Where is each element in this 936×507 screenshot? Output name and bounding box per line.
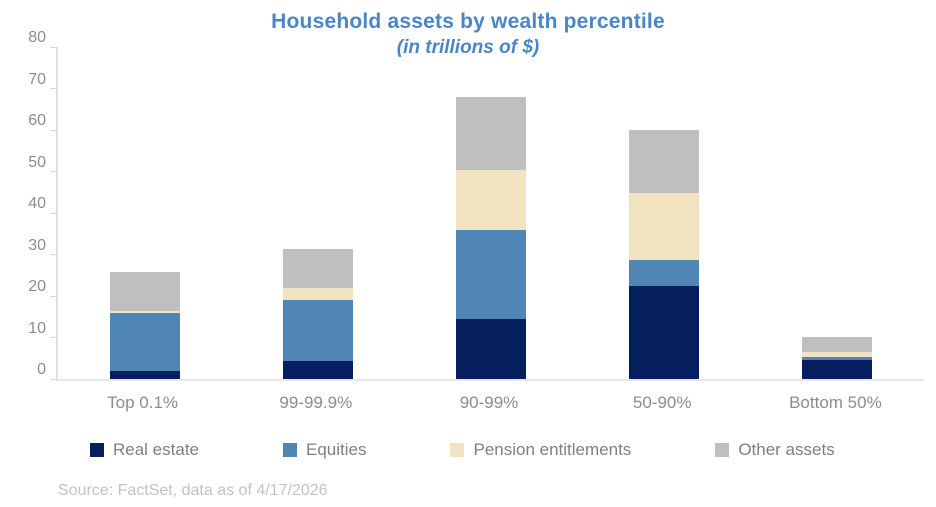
bar-segment: [456, 170, 526, 230]
y-axis-tick-label: 30: [28, 236, 46, 254]
bar-segment: [802, 359, 873, 379]
bar-segment: [629, 259, 700, 287]
legend: Real estate Equities Pension entitlements O…: [90, 440, 919, 460]
plot-area: 0 10 20 30 40 50 60 70 80: [28, 29, 924, 381]
bar-segment: [109, 370, 180, 379]
bar-segment: [456, 229, 526, 319]
legend-label: Other assets: [738, 440, 835, 459]
x-axis-label: Top 0.1%: [107, 393, 179, 412]
x-axis-label: 50-90%: [632, 393, 692, 412]
y-axis-tick: [50, 171, 58, 172]
chart-subtitle: (in trillions of $): [396, 37, 540, 58]
legend-item: Equities: [283, 440, 366, 460]
x-axis-label: 90-99%: [459, 393, 519, 412]
y-axis-tick: [50, 46, 58, 48]
y-axis-tick: [50, 212, 58, 214]
bar-segment: [282, 360, 353, 379]
bar-segment: [802, 336, 873, 352]
y-axis-tick: [50, 129, 58, 131]
y-axis-tick-label: 20: [28, 278, 46, 295]
y-axis-tick: [50, 88, 58, 89]
bar-segment: [282, 249, 353, 288]
legend-swatch: [90, 443, 104, 457]
x-axis-labels: Top 0.1% 99-99.9% 90-99% 50-90% Bottom 50%: [56, 393, 922, 417]
legend-swatch: [450, 443, 465, 457]
bar-segment: [456, 318, 526, 379]
x-axis-label: Bottom 50%: [789, 393, 882, 412]
bar-segment: [109, 310, 180, 314]
y-axis-tick: [50, 337, 58, 338]
y-axis-tick-label: 40: [28, 195, 46, 212]
source-note: Source: FactSet, data as of 4/17/2026: [58, 482, 328, 499]
bar-segment: [629, 286, 700, 379]
y-axis-tick-label: 80: [28, 29, 46, 46]
legend-swatch: [715, 443, 730, 457]
bar-segment: [109, 313, 180, 371]
y-axis-tick: [50, 378, 58, 380]
bar-segment: [282, 299, 353, 361]
legend-label: Pension entitlements: [473, 440, 632, 459]
bar-segment: [282, 287, 353, 300]
y-axis-tick-label: 0: [37, 361, 46, 378]
bar-segment: [629, 193, 700, 260]
y-axis-tick-label: 70: [28, 70, 46, 88]
legend-label: Equities: [306, 440, 367, 459]
legend-item: Pension entitlements: [450, 440, 631, 460]
y-axis-tick: [50, 295, 58, 297]
bar-segment: [802, 356, 873, 360]
legend-swatch: [283, 443, 297, 457]
bar-segment: [629, 130, 700, 194]
bar-segment: [802, 351, 873, 357]
legend-item: Real estate: [90, 440, 199, 460]
legend-label: Real estate: [113, 440, 199, 459]
legend-item: Other assets: [715, 440, 835, 460]
chart-title: Household assets by wealth percentile: [271, 10, 665, 33]
bar-segment: [109, 272, 180, 311]
y-axis-tick-label: 50: [28, 153, 46, 171]
bar-segment: [456, 96, 526, 171]
x-axis-label: 99-99.9%: [279, 393, 353, 412]
y-axis-tick: [50, 254, 58, 255]
y-axis-tick-label: 60: [28, 112, 46, 129]
y-axis-tick-label: 10: [28, 319, 46, 337]
